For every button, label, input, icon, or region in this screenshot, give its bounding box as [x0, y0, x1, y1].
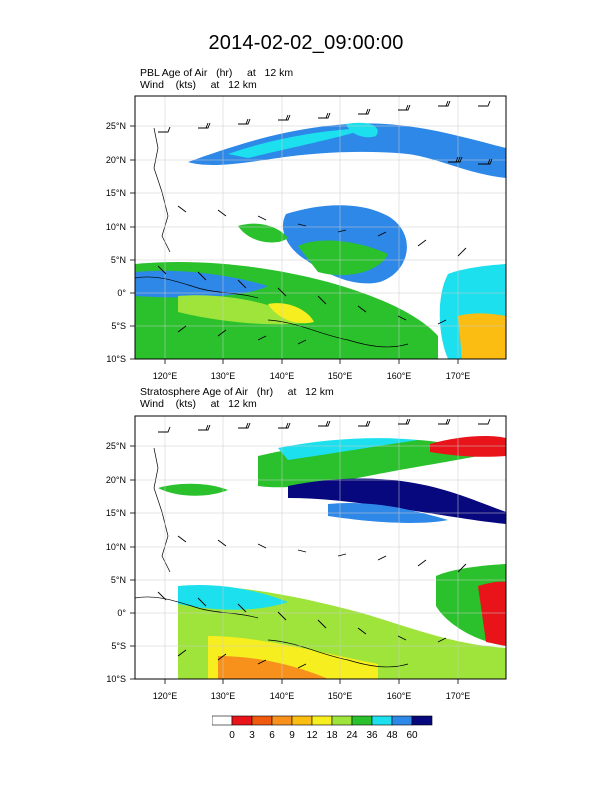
panel1-lat-tick-label: 10°N [106, 222, 126, 232]
panel2-field-label: Stratosphere Age of Air (hr) at 12 km [140, 386, 334, 398]
panel2-wind-barbs [157, 418, 491, 669]
panel2-lat-tick-label: 25°N [106, 441, 126, 451]
panel2-lat-tick-label: 10°S [106, 674, 126, 684]
colorbar-box [251, 715, 273, 726]
panel1-ticks [130, 125, 459, 364]
panel2-north-cyan [278, 438, 418, 460]
colorbar-box [311, 715, 333, 726]
panel1-map: 120°E 130°E 140°E 150°E 160°E 170°E 25°N… [106, 95, 507, 381]
panel2-lat-tick-label: 20°N [106, 475, 126, 485]
panel2-lat-tick-label: 0° [117, 608, 126, 618]
colorbar-label: 60 [406, 730, 418, 741]
panel1-lat-tick-label: 15°N [106, 188, 126, 198]
colorbar-box [391, 715, 413, 726]
panel1-lat-tick-label: 20°N [106, 155, 126, 165]
colorbar-box [411, 715, 433, 726]
panel1-field-label: PBL Age of Air (hr) at 12 km [140, 67, 294, 79]
panel2-south-cyan [178, 584, 288, 610]
panel2-frame [134, 415, 507, 680]
panel2-coastline-philippines [153, 447, 171, 573]
colorbar: 0 3 6 9 12 18 24 36 48 60 [212, 715, 433, 741]
panel2-navy-band [288, 478, 506, 524]
panel2-east-red [478, 581, 506, 646]
panel1-gridlines [135, 96, 506, 359]
panel1-yellow-patch [268, 303, 314, 324]
colorbar-box [231, 715, 253, 726]
panel2-red-patch [430, 436, 506, 457]
panel1-lat-tick-label: 25°N [106, 121, 126, 131]
panel1-lat-tick-label: 10°S [106, 354, 126, 364]
panel1-jet-band-edge [228, 128, 368, 158]
panel1-lon-tick-label: 130°E [211, 371, 236, 381]
panel1-wind-label: Wind (kts) at 12 km [140, 79, 257, 91]
colorbar-box [371, 715, 393, 726]
colorbar-label: 48 [386, 730, 398, 741]
colorbar-label: 9 [289, 730, 295, 741]
colorbar-box [351, 715, 373, 726]
colorbar-label: 36 [366, 730, 378, 741]
page-title: 2014-02-02_09:00:00 [208, 32, 404, 54]
panel2-map: 120°E 130°E 140°E 150°E 160°E 170°E 25°N… [106, 415, 507, 701]
panel2-lon-tick-label: 120°E [153, 691, 178, 701]
panel1-lon-tick-label: 160°E [387, 371, 412, 381]
panel1-frame [134, 95, 507, 360]
colorbar-label: 24 [346, 730, 358, 741]
panel1-lon-tick-label: 120°E [153, 371, 178, 381]
panel2-gridlines [135, 416, 506, 679]
panel1-lon-tick-label: 150°E [328, 371, 353, 381]
panel2-coastline-borneo [135, 596, 259, 619]
colorbar-box [271, 715, 293, 726]
panel1-lat-tick-label: 5°N [111, 255, 126, 265]
panel1-equator-blue [135, 270, 268, 298]
panel1-east-orange [458, 313, 506, 359]
colorbar-box [291, 715, 313, 726]
colorbar-label: 12 [306, 730, 318, 741]
colorbar-label: 3 [249, 730, 255, 741]
panel1-jet-top-patch [346, 122, 378, 138]
panel1-coastline-newguinea [267, 319, 409, 348]
panel1-lon-tick-label: 170°E [446, 371, 471, 381]
panel2-lon-tick-label: 160°E [387, 691, 412, 701]
panel1-central-green-2 [238, 223, 288, 243]
panel1-jet-band [188, 123, 506, 178]
colorbar-box [331, 715, 353, 726]
colorbar-label: 18 [326, 730, 338, 741]
colorbar-label: 6 [269, 730, 275, 741]
panel2-lon-tick-label: 170°E [446, 691, 471, 701]
colorbar-labels: 0 3 6 9 12 18 24 36 48 60 [229, 730, 418, 741]
panel1-wind-barbs [157, 100, 493, 345]
panel2-south-orange [218, 656, 328, 679]
panel1-coastline-borneo [135, 276, 259, 299]
panel2-lon-tick-label: 130°E [211, 691, 236, 701]
panel2-west-green [158, 483, 228, 496]
panel2-lat-tick-label: 5°S [111, 641, 126, 651]
panel1-central-green [298, 240, 388, 276]
colorbar-box [212, 715, 233, 726]
panel2-lon-tick-label: 140°E [270, 691, 295, 701]
panel1-equator-lightgreen [178, 295, 308, 325]
colorbar-boxes [212, 715, 433, 726]
panel2-ticks [130, 445, 459, 684]
panel1-lat-tick-label: 0° [117, 288, 126, 298]
panel2-wind-label: Wind (kts) at 12 km [140, 398, 257, 410]
panel2-coastline-newguinea [267, 639, 409, 668]
colorbar-label: 0 [229, 730, 235, 741]
panel1-lon-tick-label: 140°E [270, 371, 295, 381]
panel2-lat-tick-label: 10°N [106, 542, 126, 552]
panel2-lat-tick-label: 5°N [111, 575, 126, 585]
panel2-lat-tick-label: 15°N [106, 508, 126, 518]
panel1-lat-tick-label: 5°S [111, 321, 126, 331]
panel1-coastline-philippines [153, 127, 171, 253]
panel2-lon-tick-label: 150°E [328, 691, 353, 701]
